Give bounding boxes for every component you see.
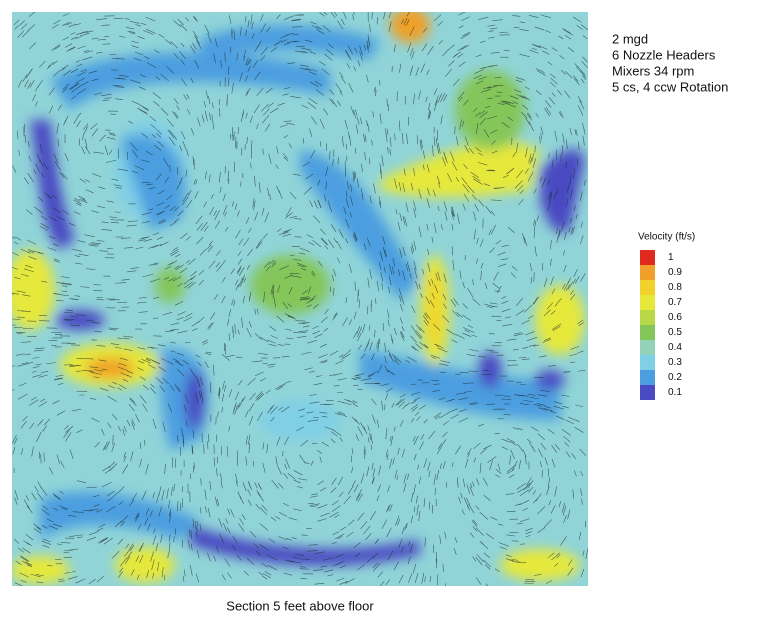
legend-label: 1 — [668, 252, 674, 263]
legend-swatch — [640, 325, 655, 340]
note: Mixers 34 rpm — [612, 63, 694, 78]
legend-label: 0.8 — [668, 282, 682, 293]
legend-swatch — [640, 310, 655, 325]
caption: Section 5 feet above floor — [226, 598, 374, 613]
legend-label: 0.2 — [668, 372, 682, 383]
legend-label: 0.4 — [668, 342, 682, 353]
note: 5 cs, 4 ccw Rotation — [612, 79, 728, 94]
legend: 1 0.9 0.8 0.7 0.6 0.5 0.4 0.3 0.2 0.1 — [640, 250, 682, 400]
legend-swatch — [640, 355, 655, 370]
note: 6 Nozzle Headers — [612, 47, 716, 62]
note: 2 mgd — [612, 31, 648, 46]
legend-label: 0.7 — [668, 297, 682, 308]
legend-swatch — [640, 370, 655, 385]
legend-swatch — [640, 280, 655, 295]
legend-label: 0.5 — [668, 327, 682, 338]
legend-swatch — [640, 340, 655, 355]
figure: 2 mgd 6 Nozzle Headers Mixers 34 rpm 5 c… — [0, 0, 769, 621]
legend-swatch — [640, 385, 655, 400]
legend-swatch — [640, 295, 655, 310]
velocity-field — [5, 5, 589, 591]
legend-label: 0.9 — [668, 267, 682, 278]
legend-swatch — [640, 250, 655, 265]
legend-label: 0.3 — [668, 357, 682, 368]
legend-swatch — [640, 265, 655, 280]
legend-label: 0.6 — [668, 312, 682, 323]
legend-title: Velocity (ft/s) — [638, 232, 695, 243]
legend-label: 0.1 — [668, 387, 682, 398]
